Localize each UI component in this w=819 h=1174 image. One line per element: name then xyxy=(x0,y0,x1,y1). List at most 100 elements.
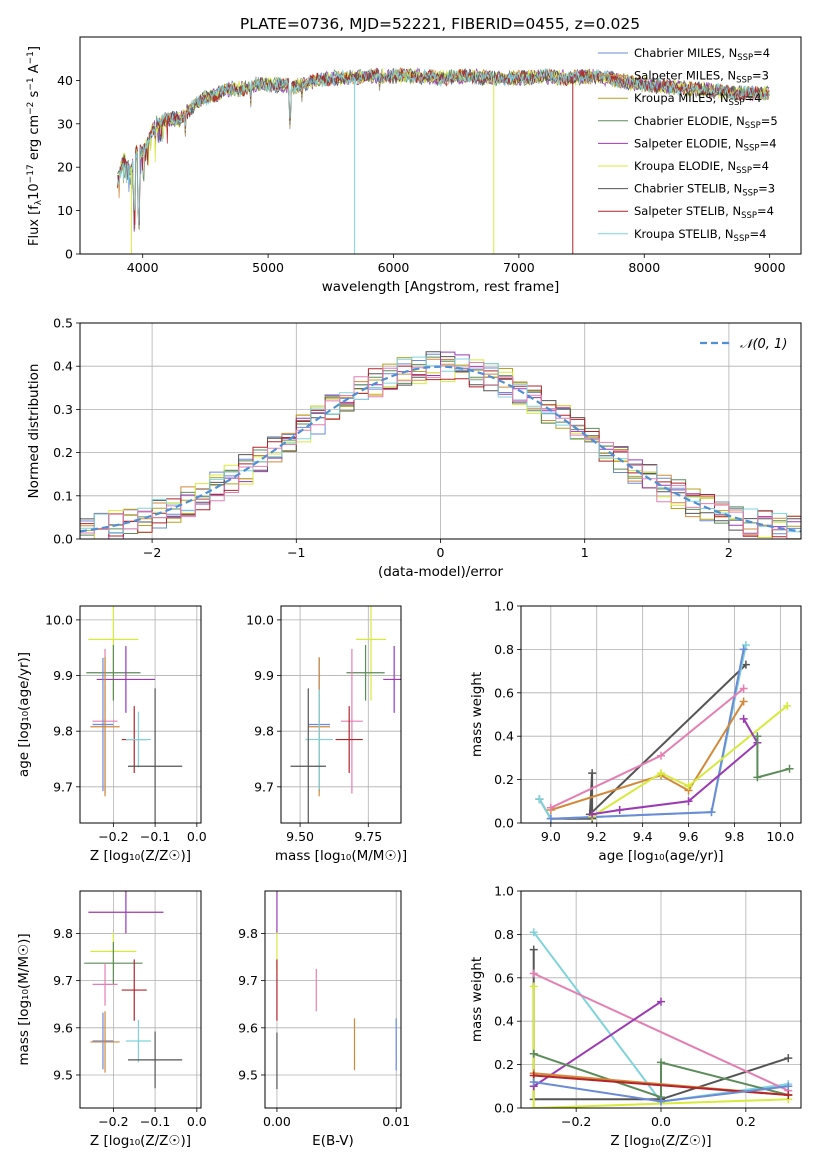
x-tick-label: 7000 xyxy=(503,260,535,275)
spectrum-line-cyan xyxy=(117,67,770,230)
panel-age-vs-mass: 9.50 9.75 9.7 9.8 9.9 10.0 mass [log₁₀(M/M☉)] xyxy=(246,605,407,864)
x-tick-label: 10.0 xyxy=(766,829,794,844)
series-marker-gray xyxy=(529,945,538,954)
x-tick-label: −0.2 xyxy=(98,829,128,844)
x-tick-label: 0.0 xyxy=(187,829,207,844)
y-tick-label: 0.6 xyxy=(494,970,514,985)
y-tick-label: 9.5 xyxy=(238,1067,258,1082)
series-line-yellow xyxy=(532,986,789,1108)
y-tick-label: 9.9 xyxy=(254,668,274,683)
y-tick-label: 9.7 xyxy=(238,973,258,988)
series-line-orange xyxy=(550,700,745,811)
x-tick-label: 0.0 xyxy=(187,1114,207,1129)
series-line-yellow xyxy=(591,705,788,818)
plot-frame xyxy=(264,890,402,1109)
series-marker-blue xyxy=(707,808,716,817)
y-tick-label: 9.8 xyxy=(53,926,73,941)
x-tick-label: 0.00 xyxy=(263,1114,291,1129)
y-tick-label: 0.5 xyxy=(53,316,73,331)
x-axis-label: E(B-V) xyxy=(312,1133,354,1149)
y-tick-label: 0.4 xyxy=(494,729,514,744)
hist-purple xyxy=(80,351,801,539)
series-marker-yellow xyxy=(657,769,665,778)
panel-mass-vs-Z: −0.2 −0.1 0.0 9.5 9.6 9.7 9.8 Z [log₁₀(Z/Z☉)] ma… xyxy=(16,890,207,1149)
y-tick-label: 0.2 xyxy=(53,445,73,460)
plot-area xyxy=(86,606,183,823)
x-axis-label: (data-model)/error xyxy=(378,564,504,580)
series-marker-purple xyxy=(657,997,665,1006)
y-tick-label: 10.0 xyxy=(45,612,73,627)
x-tick-label: 2 xyxy=(725,545,733,560)
series-marker-pink xyxy=(546,803,555,812)
series-line-green xyxy=(533,1052,789,1099)
series-marker-cyan xyxy=(741,641,750,650)
y-tick-label: 10.0 xyxy=(246,612,274,627)
series-marker-pink xyxy=(739,684,748,693)
y-tick-label: 30 xyxy=(57,116,73,131)
y-tick-label: 0.6 xyxy=(494,685,514,700)
y-tick-label: 0.2 xyxy=(494,772,514,787)
plot-frame xyxy=(79,322,802,540)
series-marker-yellow xyxy=(783,701,792,710)
series-marker-green xyxy=(529,1049,538,1058)
y-tick-label: 9.7 xyxy=(254,779,274,794)
x-tick-label: 9000 xyxy=(754,260,786,275)
x-tick-label: −0.2 xyxy=(98,1114,128,1129)
x-axis-label: Z [log₁₀(Z/Z☉)] xyxy=(90,1133,191,1149)
y-tick-label: 9.9 xyxy=(53,668,73,683)
x-tick-label: 9.50 xyxy=(286,829,314,844)
plot-area xyxy=(529,928,793,1108)
y-tick-label: 40 xyxy=(57,73,73,88)
figure-title: PLATE=0736, MJD=52221, FIBERID=0455, z=0… xyxy=(240,15,640,33)
series-marker-green xyxy=(753,732,762,741)
y-tick-label: 1.0 xyxy=(494,599,514,614)
plot-frame xyxy=(520,605,802,824)
series-marker-pink xyxy=(657,751,665,760)
y-axis-label: mass weight xyxy=(469,672,485,757)
y-tick-label: 0.8 xyxy=(494,927,514,942)
y-tick-label: 0.0 xyxy=(53,532,73,547)
legend-entry: Chabrier ELODIE, NSSP=5 xyxy=(634,114,778,131)
x-tick-label: 0.0 xyxy=(651,1114,671,1129)
series-marker-purple xyxy=(588,810,597,819)
plot-frame xyxy=(280,605,402,824)
series-marker-blue xyxy=(784,1082,793,1091)
series-line-green xyxy=(756,736,790,779)
plot-area xyxy=(535,641,794,823)
y-axis-label: Normed distribution xyxy=(26,364,42,499)
y-tick-label: 20 xyxy=(57,160,73,175)
x-tick-label: 9.4 xyxy=(633,829,653,844)
legend-entry: Chabrier STELIB, NSSP=3 xyxy=(634,182,775,199)
legend-entry: Kroupa ELODIE, NSSP=4 xyxy=(634,159,769,176)
x-tick-label: 4000 xyxy=(127,260,159,275)
y-axis-label: mass weight xyxy=(469,957,485,1042)
y-tick-label: 9.8 xyxy=(254,724,274,739)
y-tick-label: 0.0 xyxy=(494,1101,514,1116)
x-axis-label: Z [log₁₀(Z/Z☉)] xyxy=(610,1133,711,1149)
x-tick-label: −0.1 xyxy=(140,1114,170,1129)
x-axis-label: mass [log₁₀(M/M☉)] xyxy=(275,848,407,864)
plot-frame xyxy=(79,605,202,824)
series-marker-blue xyxy=(739,645,748,654)
x-tick-label: −0.1 xyxy=(140,829,170,844)
series-marker-yellow xyxy=(529,1104,538,1108)
legend-entry: Kroupa STELIB, NSSP=4 xyxy=(634,227,766,244)
series-marker-yellow xyxy=(529,982,538,991)
x-tick-label: 0.2 xyxy=(736,1114,756,1129)
series-marker-green xyxy=(753,773,762,782)
gaussian-curve xyxy=(80,365,801,533)
series-marker-blue xyxy=(529,1077,538,1086)
y-tick-label: 9.5 xyxy=(53,1067,73,1082)
legend-entry: 𝒩(0, 1) xyxy=(740,337,787,352)
plot-frame xyxy=(79,36,802,255)
y-tick-label: 10 xyxy=(57,203,73,218)
panel-weight-vs-age: 9.0 9.2 9.4 9.6 9.8 10.0 0.0 0.2 0.4 0.6 0.8 1.0 age… xyxy=(469,599,802,864)
series-line-pink xyxy=(533,972,789,1092)
y-tick-label: 9.6 xyxy=(53,1020,73,1035)
legend-entry: Chabrier MILES, NSSP=4 xyxy=(634,46,770,63)
x-tick-label: −1 xyxy=(287,545,305,560)
y-tick-label: 9.8 xyxy=(53,724,73,739)
panel-mass-vs-ebv: 0.00 0.01 9.5 9.6 9.7 9.8 E(B-V) xyxy=(238,890,410,1149)
series-marker-yellow xyxy=(684,782,693,791)
